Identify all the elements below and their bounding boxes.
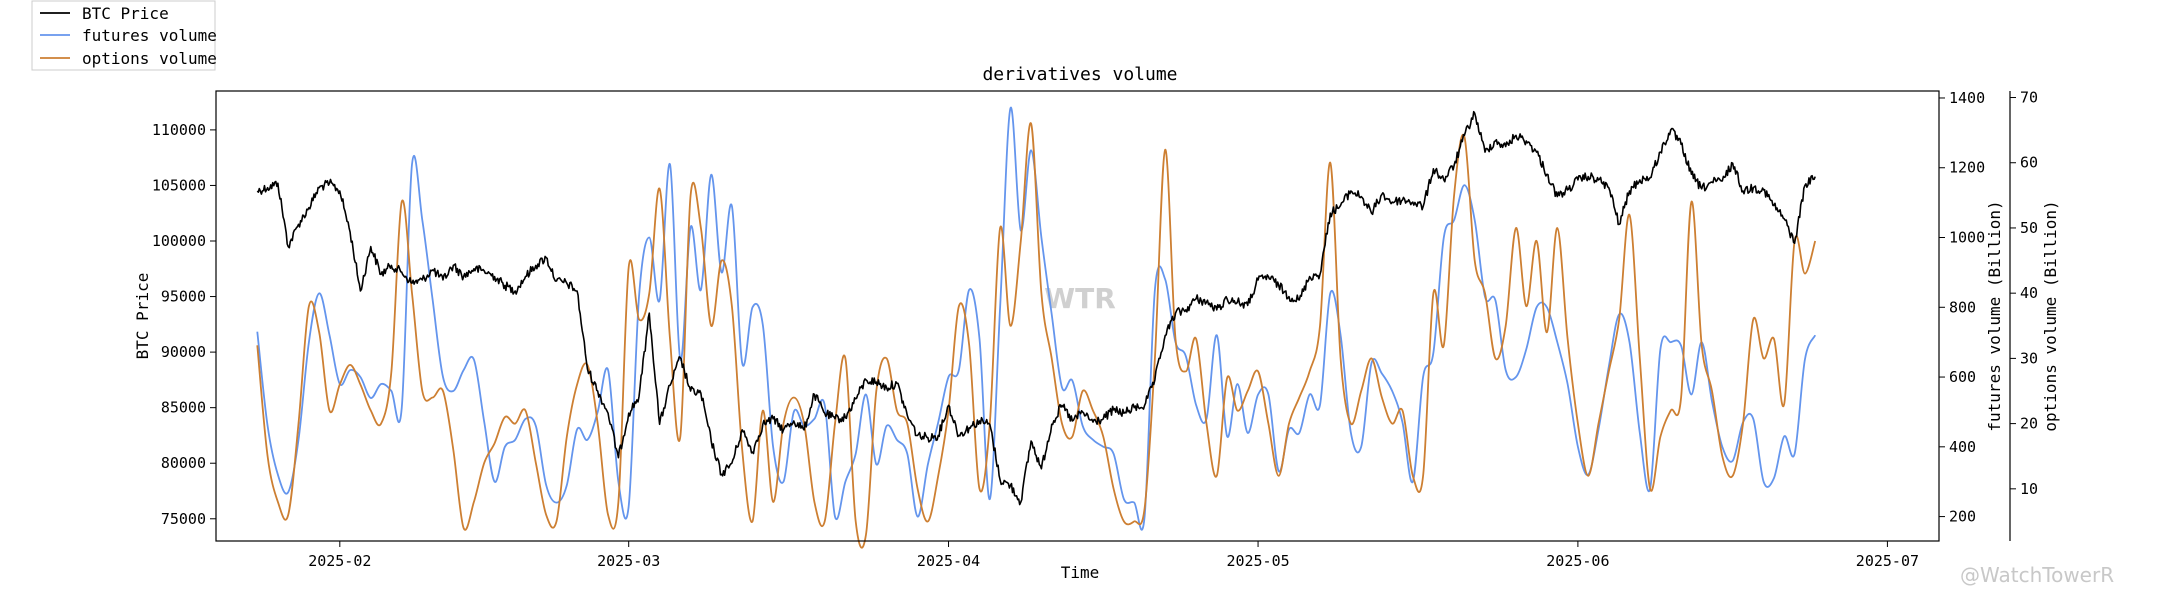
chart-title: derivatives volume — [982, 64, 1177, 85]
right1-tick-label: 200 — [1949, 508, 1976, 526]
left-tick-label: 100000 — [152, 232, 206, 250]
right2-tick-label: 70 — [2020, 89, 2038, 107]
x-axis-label: Time — [1061, 563, 1100, 582]
right2-axis-label: options volume (Billion) — [2041, 200, 2060, 431]
right1-tick-label: 400 — [1949, 438, 1976, 456]
series-line-options-volume — [256, 122, 1817, 549]
right1-tick-label: 800 — [1949, 298, 1976, 316]
x-tick-label: 2025-03 — [597, 552, 660, 570]
left-tick-label: 95000 — [161, 288, 206, 306]
plot-frame — [215, 90, 1940, 542]
x-tick-label: 2025-04 — [917, 552, 980, 570]
right1-tick-label: 1000 — [1949, 229, 1985, 247]
right1-axis-ticks: 200 400 600 800 1000 1200 1400 — [1939, 89, 1985, 526]
right1-tick-label: 600 — [1949, 368, 1976, 386]
x-axis-ticks: 2025-02 2025-03 2025-04 2025-05 2025-06 2025-… — [308, 541, 1919, 570]
legend: BTC Price futures volume options volume — [31, 0, 217, 71]
x-tick-label: 2025-06 — [1546, 552, 1609, 570]
series-line-futures-volume — [256, 106, 1817, 531]
left-tick-label: 75000 — [161, 510, 206, 528]
right2-axis-ticks: 10 20 30 40 50 60 70 — [2010, 89, 2038, 498]
left-tick-label: 80000 — [161, 454, 206, 472]
x-tick-label: 2025-05 — [1226, 552, 1289, 570]
left-axis-label: BTC Price — [133, 273, 152, 360]
right2-tick-label: 20 — [2020, 415, 2038, 433]
left-axis-ticks: 75000 80000 85000 90000 95000 100000 105000 110… — [152, 121, 216, 528]
right2-tick-label: 10 — [2020, 480, 2038, 498]
left-tick-label: 110000 — [152, 121, 206, 139]
legend-label-futures-volume: futures volume — [82, 26, 217, 45]
x-tick-label: 2025-07 — [1856, 552, 1919, 570]
right2-tick-label: 30 — [2020, 349, 2038, 367]
left-tick-label: 90000 — [161, 343, 206, 361]
watermark-handle: @WatchTowerR — [1960, 563, 2114, 587]
right1-tick-label: 1200 — [1949, 159, 1985, 177]
series-layer — [256, 106, 1817, 549]
left-tick-label: 105000 — [152, 176, 206, 194]
watermark-center: WTR — [1044, 282, 1116, 315]
x-tick-label: 2025-02 — [308, 552, 371, 570]
right2-tick-label: 40 — [2020, 284, 2038, 302]
right1-tick-label: 1400 — [1949, 89, 1985, 107]
legend-label-btc-price: BTC Price — [82, 4, 169, 23]
legend-label-options-volume: options volume — [82, 49, 217, 68]
right2-tick-label: 50 — [2020, 219, 2038, 237]
series-line-btc-price — [256, 110, 1816, 506]
left-tick-label: 85000 — [161, 399, 206, 417]
right2-tick-label: 60 — [2020, 154, 2038, 172]
right1-axis-label: futures volume (Billion) — [1985, 200, 2004, 431]
